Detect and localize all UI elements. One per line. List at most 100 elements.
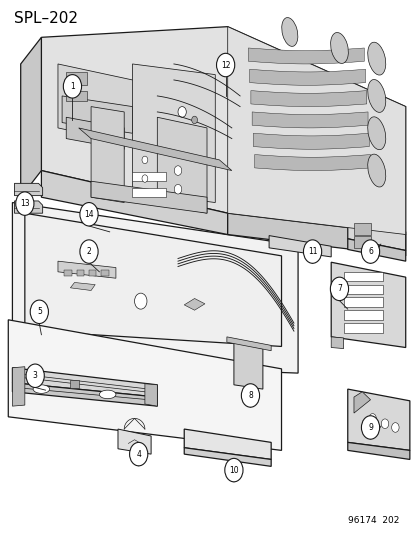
Polygon shape bbox=[250, 91, 366, 107]
Text: 12: 12 bbox=[221, 61, 230, 69]
Circle shape bbox=[134, 293, 147, 309]
Bar bbox=[64, 270, 71, 276]
Polygon shape bbox=[21, 37, 41, 197]
Circle shape bbox=[361, 416, 379, 439]
Bar bbox=[343, 323, 382, 333]
Circle shape bbox=[361, 240, 379, 263]
Bar bbox=[343, 297, 382, 307]
Bar bbox=[343, 310, 382, 320]
Text: 11: 11 bbox=[307, 247, 316, 256]
Polygon shape bbox=[14, 183, 43, 196]
Text: 6: 6 bbox=[367, 247, 372, 256]
Bar bbox=[343, 285, 382, 294]
Polygon shape bbox=[347, 442, 409, 459]
Polygon shape bbox=[252, 112, 367, 128]
Polygon shape bbox=[347, 239, 405, 261]
Polygon shape bbox=[184, 448, 271, 466]
Circle shape bbox=[303, 240, 321, 263]
Polygon shape bbox=[227, 27, 405, 235]
Polygon shape bbox=[12, 383, 157, 406]
Polygon shape bbox=[91, 107, 124, 203]
Bar bbox=[70, 380, 79, 388]
Circle shape bbox=[216, 53, 234, 77]
Polygon shape bbox=[41, 27, 405, 235]
Circle shape bbox=[330, 277, 348, 301]
Polygon shape bbox=[248, 48, 363, 64]
Polygon shape bbox=[58, 261, 116, 278]
Text: 9: 9 bbox=[367, 423, 372, 432]
Circle shape bbox=[30, 300, 48, 324]
Polygon shape bbox=[145, 384, 157, 406]
Bar bbox=[76, 270, 84, 276]
Polygon shape bbox=[91, 181, 206, 213]
Circle shape bbox=[142, 175, 147, 182]
Ellipse shape bbox=[99, 390, 116, 399]
Polygon shape bbox=[70, 282, 95, 290]
Polygon shape bbox=[347, 219, 405, 251]
Text: 10: 10 bbox=[228, 466, 238, 474]
Polygon shape bbox=[8, 320, 281, 450]
Circle shape bbox=[241, 384, 259, 407]
Bar bbox=[66, 91, 87, 101]
Polygon shape bbox=[353, 392, 370, 413]
Text: 3: 3 bbox=[33, 372, 38, 380]
Circle shape bbox=[174, 166, 181, 175]
Circle shape bbox=[80, 203, 98, 226]
Ellipse shape bbox=[330, 33, 347, 63]
Text: 96174  202: 96174 202 bbox=[347, 516, 399, 525]
Polygon shape bbox=[253, 133, 368, 149]
Bar bbox=[89, 270, 96, 276]
Polygon shape bbox=[12, 367, 25, 406]
Text: 8: 8 bbox=[247, 391, 252, 400]
Text: 14: 14 bbox=[84, 210, 94, 219]
Circle shape bbox=[174, 184, 181, 194]
Text: SPL–202: SPL–202 bbox=[14, 11, 78, 26]
Polygon shape bbox=[184, 429, 271, 459]
Polygon shape bbox=[347, 389, 409, 450]
Bar bbox=[354, 236, 370, 248]
Circle shape bbox=[368, 414, 375, 423]
Text: 7: 7 bbox=[336, 285, 341, 293]
Circle shape bbox=[224, 458, 242, 482]
Text: 4: 4 bbox=[136, 450, 141, 458]
Polygon shape bbox=[14, 201, 43, 213]
Text: 13: 13 bbox=[20, 199, 30, 208]
Polygon shape bbox=[12, 203, 297, 373]
Polygon shape bbox=[25, 213, 281, 346]
Text: 5: 5 bbox=[37, 308, 42, 316]
Polygon shape bbox=[226, 337, 271, 351]
Circle shape bbox=[142, 156, 147, 164]
Ellipse shape bbox=[367, 117, 385, 150]
Polygon shape bbox=[118, 429, 151, 454]
Circle shape bbox=[80, 240, 98, 263]
Circle shape bbox=[129, 442, 147, 466]
Bar bbox=[132, 172, 165, 181]
Polygon shape bbox=[157, 117, 206, 213]
Polygon shape bbox=[41, 171, 227, 235]
Bar bbox=[66, 72, 87, 85]
Bar bbox=[101, 270, 109, 276]
Polygon shape bbox=[330, 262, 405, 348]
Polygon shape bbox=[268, 236, 330, 257]
Polygon shape bbox=[58, 64, 157, 149]
Circle shape bbox=[391, 423, 398, 432]
Circle shape bbox=[26, 364, 44, 387]
Ellipse shape bbox=[281, 18, 297, 46]
Polygon shape bbox=[249, 69, 365, 85]
Text: 2: 2 bbox=[86, 247, 91, 256]
Polygon shape bbox=[12, 368, 157, 397]
Circle shape bbox=[178, 107, 186, 117]
Polygon shape bbox=[62, 96, 132, 133]
Polygon shape bbox=[227, 213, 405, 256]
Circle shape bbox=[191, 116, 197, 124]
Polygon shape bbox=[254, 155, 370, 171]
Bar bbox=[343, 272, 382, 281]
Bar bbox=[132, 188, 165, 197]
Polygon shape bbox=[184, 298, 204, 310]
Circle shape bbox=[16, 192, 34, 215]
Ellipse shape bbox=[367, 154, 385, 187]
Polygon shape bbox=[132, 64, 215, 203]
Circle shape bbox=[63, 75, 81, 98]
Ellipse shape bbox=[33, 385, 50, 393]
Polygon shape bbox=[78, 128, 231, 171]
